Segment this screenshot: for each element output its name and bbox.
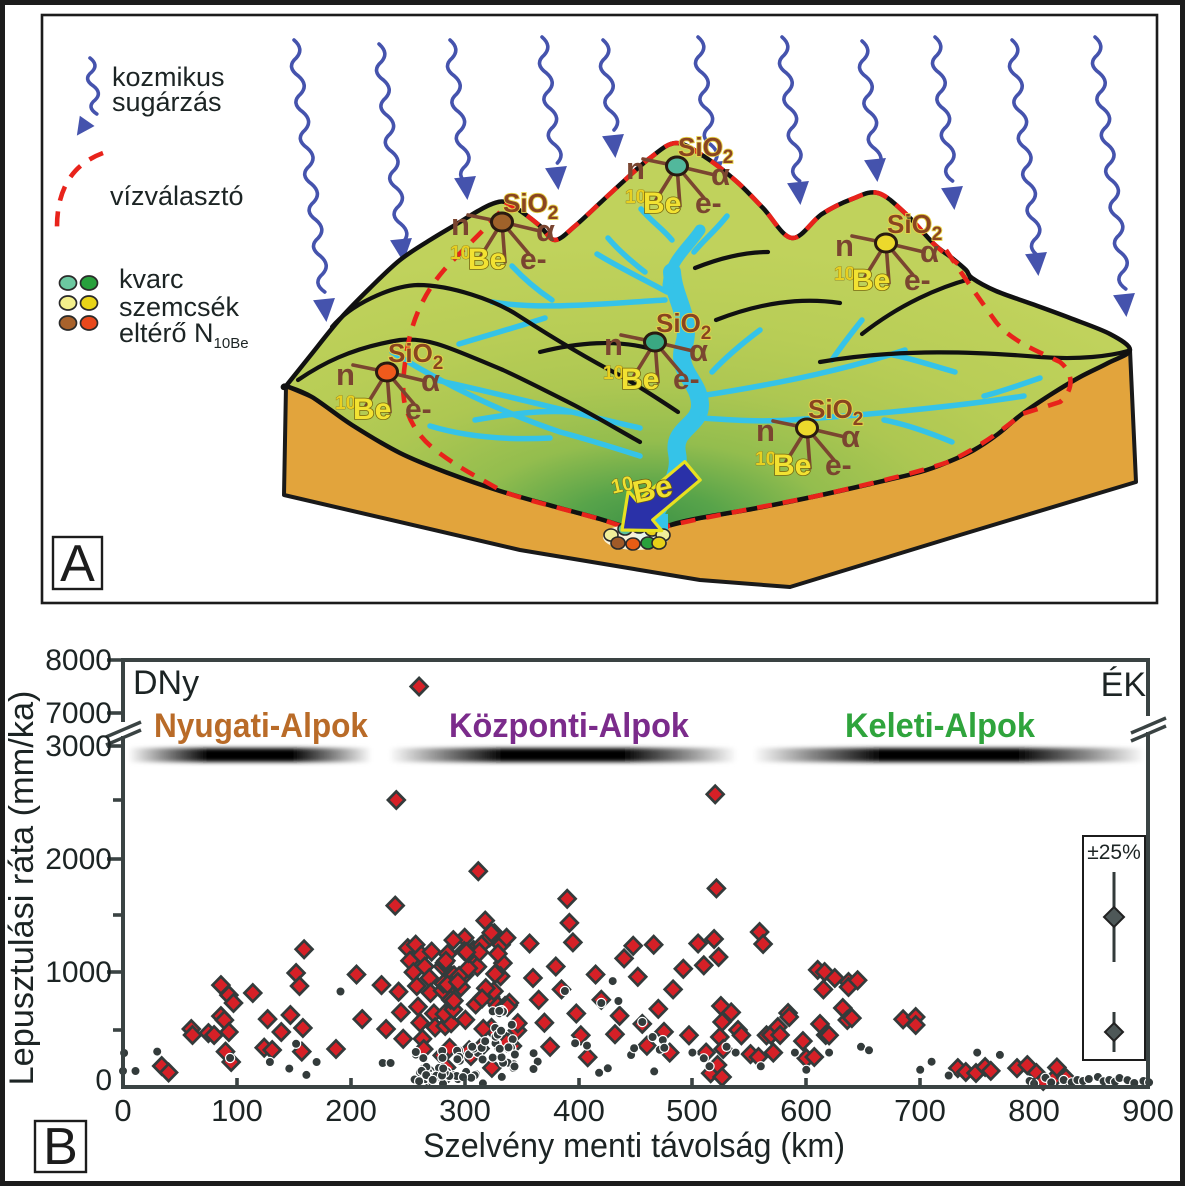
svg-text:n: n <box>756 413 775 448</box>
svg-text:8000: 8000 <box>45 644 112 677</box>
svg-text:e-: e- <box>825 449 852 482</box>
svg-text:α: α <box>920 234 939 269</box>
svg-text:α: α <box>711 157 730 192</box>
svg-text:400: 400 <box>553 1093 605 1128</box>
svg-text:800: 800 <box>1008 1093 1060 1128</box>
svg-text:szemcsék: szemcsék <box>119 292 240 322</box>
svg-text:kozmikus: kozmikus <box>112 62 225 92</box>
svg-text:Nyugati-Alpok: Nyugati-Alpok <box>154 707 368 745</box>
svg-text:α: α <box>689 333 708 368</box>
svg-text:0: 0 <box>114 1093 131 1128</box>
svg-text:Be: Be <box>353 393 391 426</box>
svg-text:Be: Be <box>621 363 659 396</box>
svg-text:e-: e- <box>405 393 432 426</box>
svg-text:α: α <box>536 213 555 248</box>
svg-text:DNy: DNy <box>133 664 199 702</box>
svg-text:e-: e- <box>904 264 931 297</box>
svg-text:200: 200 <box>325 1093 377 1128</box>
svg-text:ÉK: ÉK <box>1101 666 1147 704</box>
svg-text:A: A <box>60 535 95 593</box>
svg-text:10: 10 <box>450 243 471 264</box>
svg-text:e-: e- <box>673 363 700 396</box>
svg-text:Be: Be <box>773 449 811 482</box>
svg-text:500: 500 <box>666 1093 718 1128</box>
svg-text:100: 100 <box>211 1093 263 1128</box>
svg-text:α: α <box>841 419 860 454</box>
svg-text:10: 10 <box>603 363 624 384</box>
svg-text:n: n <box>604 327 623 362</box>
svg-text:n: n <box>336 357 355 392</box>
svg-text:3000: 3000 <box>45 730 112 763</box>
svg-text:Be: Be <box>468 243 506 276</box>
svg-text:Be: Be <box>852 264 890 297</box>
svg-text:kvarc: kvarc <box>119 264 184 294</box>
svg-text:Központi-Alpok: Központi-Alpok <box>449 707 689 745</box>
svg-text:10: 10 <box>834 264 855 285</box>
svg-text:900: 900 <box>1122 1093 1174 1128</box>
svg-text:600: 600 <box>780 1093 832 1128</box>
svg-text:n: n <box>451 207 470 242</box>
svg-text:α: α <box>421 363 440 398</box>
svg-text:10: 10 <box>609 472 635 498</box>
svg-text:vízválasztó: vízválasztó <box>110 181 244 211</box>
svg-text:Szelvény menti távolság (km): Szelvény menti távolság (km) <box>423 1127 845 1165</box>
svg-text:300: 300 <box>439 1093 491 1128</box>
svg-text:10: 10 <box>335 393 356 414</box>
svg-text:±25%: ±25% <box>1087 841 1141 864</box>
svg-text:2000: 2000 <box>45 843 112 876</box>
svg-text:Be: Be <box>643 187 681 220</box>
svg-text:10: 10 <box>625 187 646 208</box>
svg-text:10: 10 <box>755 449 776 470</box>
svg-text:700: 700 <box>894 1093 946 1128</box>
svg-text:B: B <box>43 1118 78 1176</box>
svg-text:1000: 1000 <box>45 956 112 989</box>
svg-text:e-: e- <box>695 187 722 220</box>
svg-text:n: n <box>835 228 854 263</box>
svg-text:sugárzás: sugárzás <box>112 87 222 117</box>
svg-text:n: n <box>626 151 645 186</box>
svg-text:7000: 7000 <box>45 697 112 730</box>
svg-text:e-: e- <box>520 243 547 276</box>
svg-text:Lepusztulási ráta (mm/ka): Lepusztulási ráta (mm/ka) <box>3 691 41 1086</box>
svg-text:Keleti-Alpok: Keleti-Alpok <box>845 707 1035 745</box>
svg-text:0: 0 <box>95 1064 112 1097</box>
